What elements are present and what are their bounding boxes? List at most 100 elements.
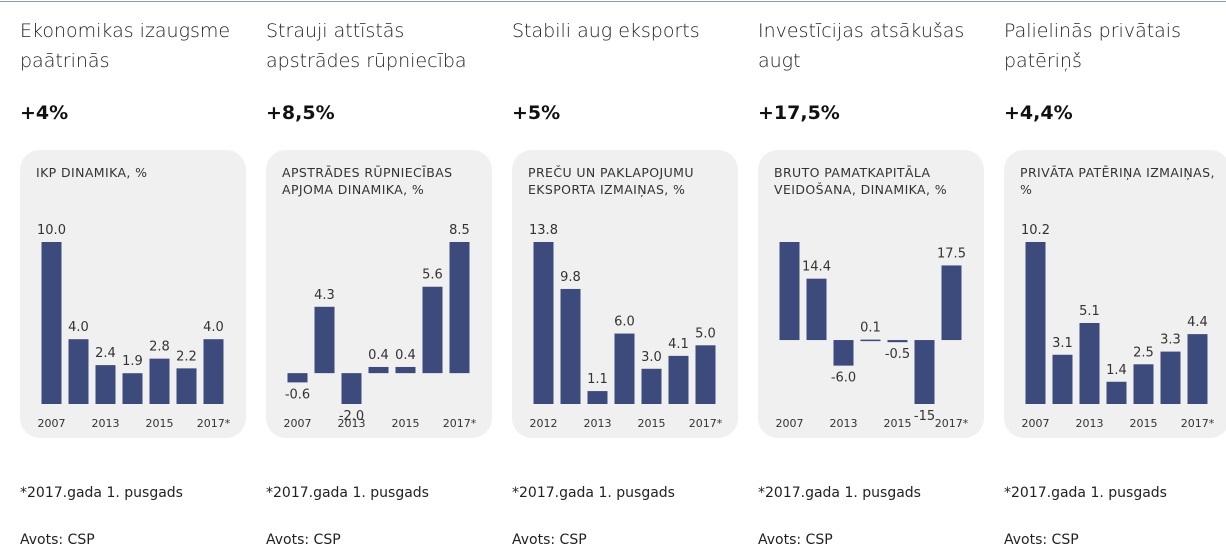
value-label: 4.1 <box>668 337 689 352</box>
highlight: +4% <box>20 102 69 124</box>
bar <box>314 306 335 374</box>
value-label: 6.0 <box>614 315 635 330</box>
chart: 10.2 2007 3.1 5.1 2013 1.4 2.5 2015 3.3 4.4 2017* <box>1021 223 1215 430</box>
value-label: 2.5 <box>1133 345 1154 360</box>
x-tick-label: 2007 <box>1022 417 1050 430</box>
source: Avots: CSP <box>266 532 341 548</box>
x-tick-label: 2017* <box>689 417 723 430</box>
x-tick-label: 2017* <box>1181 417 1215 430</box>
footnote: *2017.gada 1. pusgads <box>20 485 183 501</box>
x-tick-label: 2013 <box>1076 417 1104 430</box>
value-label: 9.8 <box>560 270 581 285</box>
bar <box>614 333 635 404</box>
footnote: *2017.gada 1. pusgads <box>758 485 921 501</box>
chart-title: APSTRĀDES RŪPNIECĪBAS APJOMA DINAMIKA, % <box>282 165 453 197</box>
value-label: 4.3 <box>314 288 335 303</box>
x-tick-label: 2015 <box>146 417 174 430</box>
x-tick-label: 2015 <box>884 417 912 430</box>
value-label: 3.3 <box>1160 333 1181 348</box>
bar <box>1133 364 1154 404</box>
value-label: -6.0 <box>831 371 856 386</box>
source: Avots: CSP <box>512 532 587 548</box>
bar <box>1160 351 1181 404</box>
value-label: 3.0 <box>641 350 662 365</box>
value-label: 0.4 <box>368 348 389 363</box>
bar <box>587 391 608 404</box>
bar <box>806 278 827 341</box>
bar <box>95 365 116 404</box>
value-label: -2.0 <box>339 409 364 424</box>
heading: Ekonomikas izaugsme paātrinās <box>20 20 231 72</box>
x-tick-label: 2007 <box>284 417 312 430</box>
value-label: -0.6 <box>285 387 310 402</box>
source: Avots: CSP <box>20 532 95 548</box>
value-label: 1.1 <box>587 372 608 387</box>
chart-title: BRUTO PAMATKAPITĀLA VEIDOŠANA, DINAMIKA,… <box>774 165 948 197</box>
value-label: 1.9 <box>122 354 143 369</box>
value-label: 8.5 <box>449 223 470 238</box>
value-label: 0.1 <box>860 321 881 336</box>
bar <box>422 286 443 374</box>
bar <box>176 368 197 404</box>
x-tick-label: 2012 <box>530 417 558 430</box>
bar <box>287 373 308 383</box>
x-tick-label: 2017* <box>197 417 231 430</box>
value-label: 4.0 <box>203 320 224 335</box>
chart: 13.8 2012 9.8 1.1 2013 6.0 3.0 2015 4.1 5.0 2017* <box>529 223 723 430</box>
chart: 2007 14.4 -6.0 2013 0.1 -0.5 2015 -15 17.5 2017* <box>776 242 969 430</box>
value-label: 2.8 <box>149 340 170 355</box>
bar <box>887 340 908 343</box>
bar <box>941 265 962 341</box>
value-label: 3.1 <box>1052 336 1073 351</box>
x-tick-label: 2013 <box>92 417 120 430</box>
chart-title: PREČU UN PAKLAPOJUMU EKSPORTA IZMAIŅAS, … <box>528 165 694 197</box>
bar <box>668 355 689 404</box>
column: Ekonomikas izaugsme paātrinās +4% 10.0 2007… <box>20 0 252 552</box>
x-tick-label: 2015 <box>638 417 666 430</box>
value-label: 10.0 <box>37 223 66 238</box>
column: Investīcijas atsākušas augt +17,5% 2007 14.… <box>758 0 990 552</box>
value-label: 10.2 <box>1021 223 1050 238</box>
value-label: 14.4 <box>802 260 831 275</box>
footnote: *2017.gada 1. pusgads <box>266 485 429 501</box>
bar <box>1025 242 1046 404</box>
highlight: +17,5% <box>758 102 840 124</box>
chart-panel: 13.8 2012 9.8 1.1 2013 6.0 3.0 2015 4.1 5.0 2017* P… <box>512 150 738 438</box>
column: Strauji attīstās apstrādes rūpniecība +8,… <box>266 0 498 552</box>
heading: Strauji attīstās apstrādes rūpniecība <box>266 20 467 72</box>
source: Avots: CSP <box>1004 532 1079 548</box>
top-rule <box>0 1 1226 2</box>
value-label: 13.8 <box>529 223 558 238</box>
value-label: 4.0 <box>68 320 89 335</box>
column: Palielinās privātais patēriņš +4,4% 10.2 20… <box>1004 0 1226 552</box>
bar <box>779 242 800 341</box>
value-label: 0.4 <box>395 348 416 363</box>
x-tick-label: 2017* <box>443 417 477 430</box>
source: Avots: CSP <box>758 532 833 548</box>
chart-panel: -0.6 2007 4.3 -2.0 2013 0.4 0.4 2015 5.6 8.5 2017*… <box>266 150 492 438</box>
value-label: 1.4 <box>1106 363 1127 378</box>
x-tick-label: 2007 <box>38 417 66 430</box>
chart-panel: 2007 14.4 -6.0 2013 0.1 -0.5 2015 -15 17.5 2017* B… <box>758 150 984 438</box>
heading: Stabili aug eksports <box>512 20 700 42</box>
bar <box>149 358 170 404</box>
x-tick-label: 2017* <box>935 417 969 430</box>
value-label: 2.2 <box>176 349 197 364</box>
bar <box>833 340 854 366</box>
x-tick-label: 2015 <box>1130 417 1158 430</box>
highlight: +5% <box>512 102 561 124</box>
value-label: 5.0 <box>695 326 716 341</box>
heading: Investīcijas atsākušas augt <box>758 20 965 72</box>
bar <box>860 339 881 342</box>
x-tick-label: 2015 <box>392 417 420 430</box>
bar <box>368 366 389 374</box>
column: Stabili aug eksports +5% 13.8 2012 9.8 1.1 201… <box>512 0 744 552</box>
chart-title: PRIVĀTA PATĒRIŅA IZMAIŅAS, % <box>1020 165 1215 197</box>
bar <box>449 242 470 374</box>
chart-title: IKP DINAMIKA, % <box>36 165 148 180</box>
bar <box>1187 334 1208 404</box>
chart: 10.0 2007 4.0 2.4 2013 1.9 2.8 2015 2.2 4.0 2017* <box>37 223 231 430</box>
highlight: +8,5% <box>266 102 335 124</box>
